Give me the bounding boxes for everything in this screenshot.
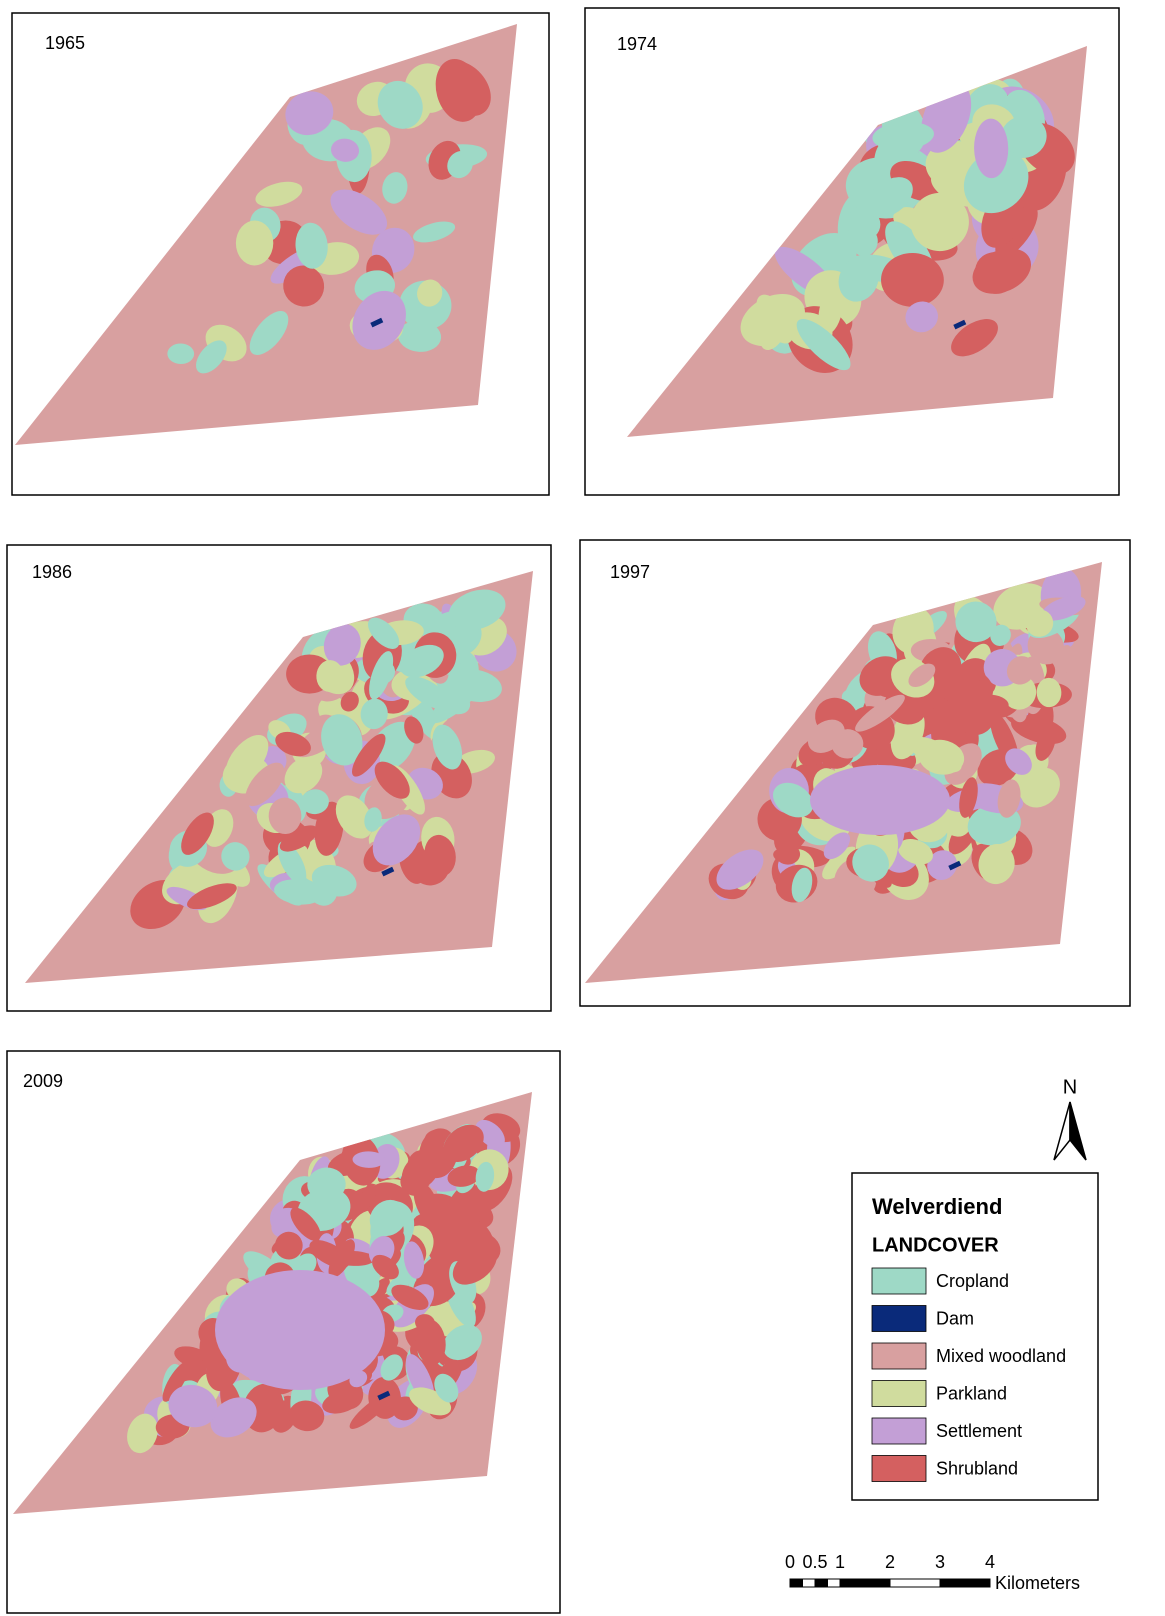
legend-label: Cropland [936, 1271, 1009, 1291]
panel-label: 1974 [617, 34, 657, 54]
scale-segment [815, 1579, 828, 1587]
scale-segment [940, 1579, 990, 1587]
panel-label: 2009 [23, 1071, 63, 1091]
legend-subtitle: LANDCOVER [872, 1234, 999, 1256]
scale-segment [840, 1579, 890, 1587]
scale-segment [890, 1579, 940, 1587]
scale-label: 0 [785, 1552, 795, 1572]
legend-label: Settlement [936, 1421, 1022, 1441]
page: Welverdiend LANDCOVER N 1965 1974 1986 1997… [0, 0, 1165, 1616]
scale-label: 0.5 [802, 1552, 827, 1572]
legend-label: Dam [936, 1308, 974, 1328]
legend-swatch [872, 1268, 926, 1294]
scale-segment [790, 1579, 803, 1587]
legend-label: Shrubland [936, 1458, 1018, 1478]
panel-label: 1986 [32, 562, 72, 582]
legend-swatch [872, 1418, 926, 1444]
legend-title: Welverdiend [872, 1194, 1002, 1219]
legend-swatch [872, 1456, 926, 1482]
scale-label: 4 [985, 1552, 995, 1572]
legend-box [852, 1173, 1098, 1500]
scale-label: 3 [935, 1552, 945, 1572]
panel-label: 1965 [45, 33, 85, 53]
scale-segment [803, 1579, 816, 1587]
scale-label: 1 [835, 1552, 845, 1572]
legend-label: Mixed woodland [936, 1346, 1066, 1366]
scale-label: 2 [885, 1552, 895, 1572]
legend-swatch [872, 1343, 926, 1369]
legend-swatch [872, 1381, 926, 1407]
legend-swatch [872, 1306, 926, 1332]
settlement-core [810, 765, 950, 835]
panel-label: 1997 [610, 562, 650, 582]
north-label: N [1063, 1076, 1077, 1098]
legend-label: Parkland [936, 1383, 1007, 1403]
north-arrow-left [1054, 1102, 1070, 1160]
figure: Welverdiend LANDCOVER N 1965 1974 1986 1997… [0, 0, 1165, 1616]
north-arrow-right [1070, 1102, 1086, 1160]
scale-segment [828, 1579, 841, 1587]
scale-unit: Kilometers [995, 1573, 1080, 1593]
settlement-core [215, 1270, 385, 1390]
